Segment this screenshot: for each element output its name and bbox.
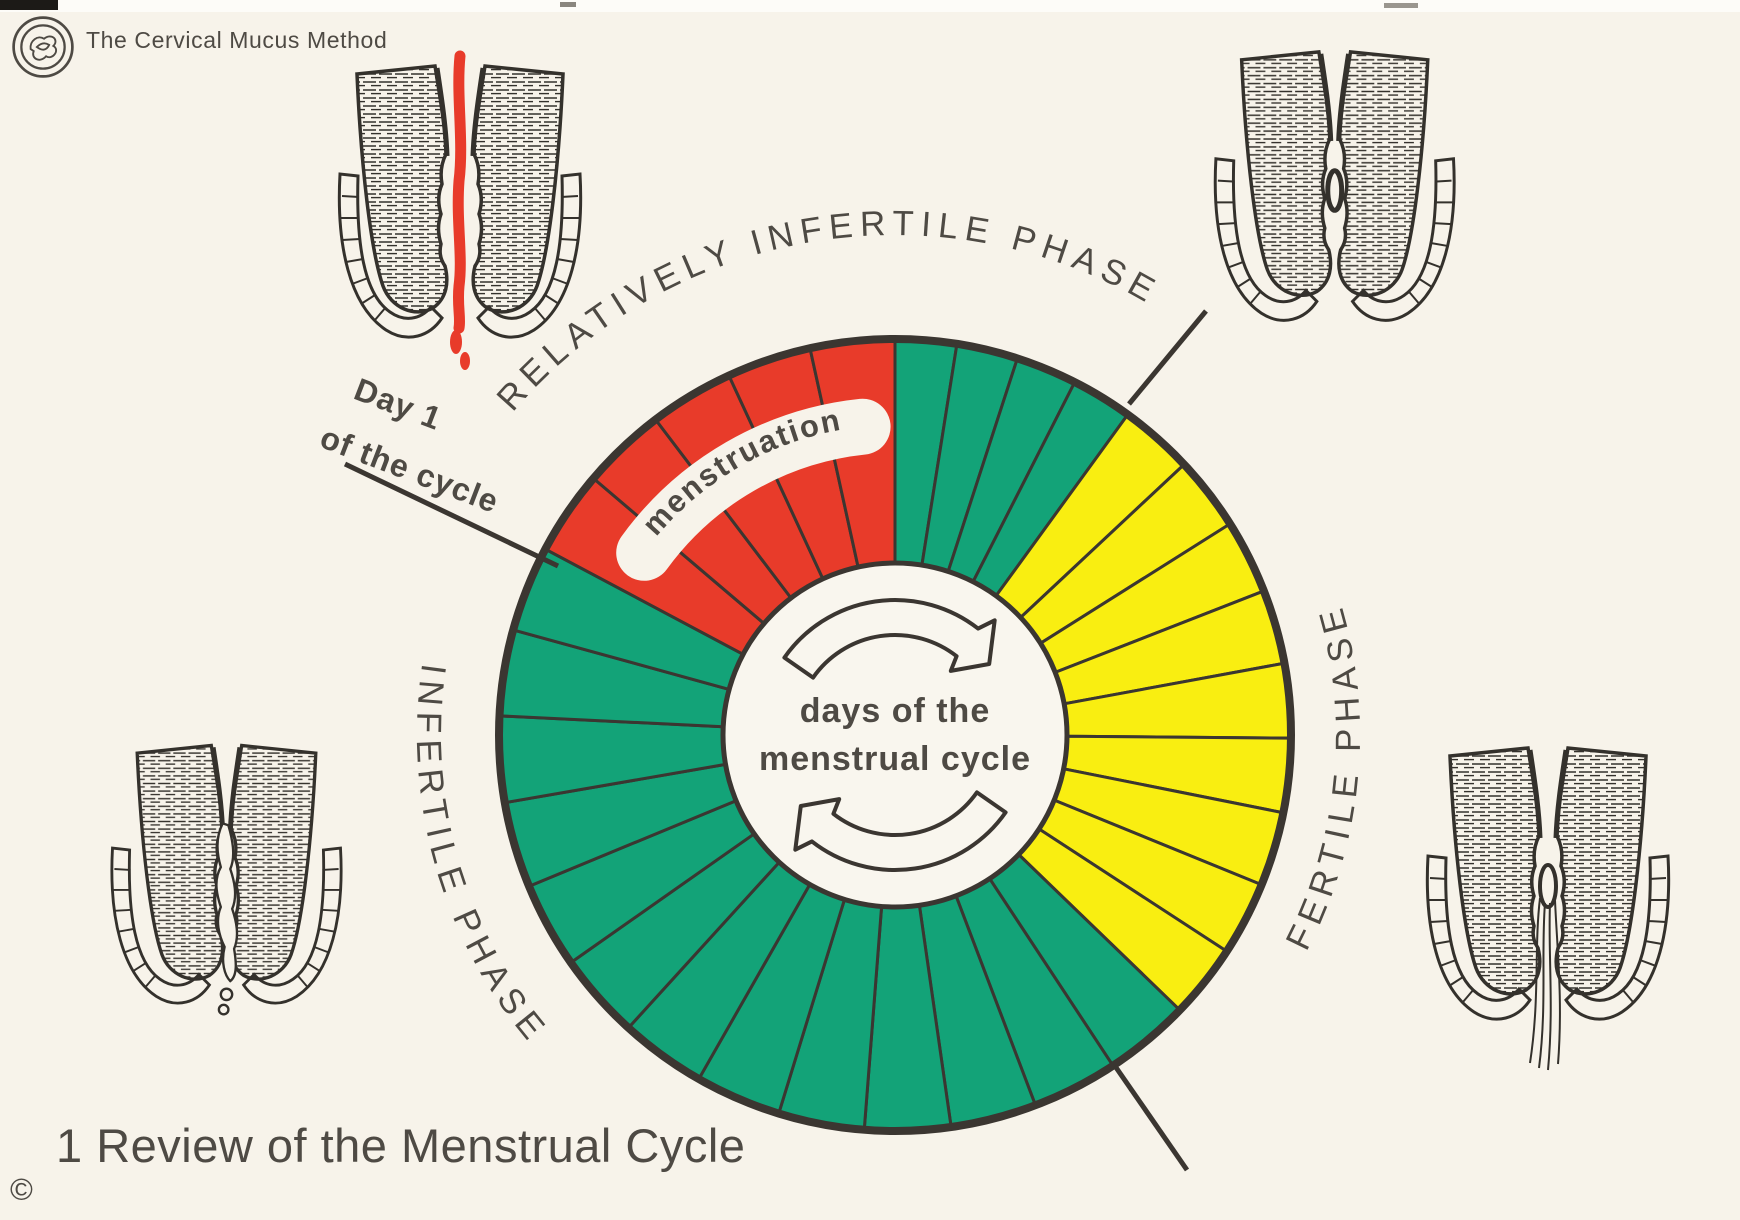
day1-pointer-line	[343, 461, 560, 569]
scan-edge	[0, 0, 1740, 12]
cycle-wheel	[498, 338, 1292, 1132]
scan-artifact	[1384, 3, 1418, 8]
brand-logo-icon	[12, 16, 74, 78]
wheel-center-caption-line1: days of the	[800, 692, 990, 730]
top-right-pointer-line	[1127, 309, 1208, 406]
scan-artifact	[0, 0, 58, 10]
brand-title: The Cervical Mucus Method	[86, 27, 388, 53]
illustration-cervix-fertile-mucus	[1425, 746, 1671, 1071]
day1-label-line2: of the cycle	[315, 419, 503, 520]
copyright-mark: ©	[10, 1172, 33, 1207]
menstruation-band	[616, 398, 891, 581]
wheel-center-caption-line2: menstrual cycle	[759, 740, 1031, 778]
illustration-cervix-mucus-plug	[110, 743, 343, 1016]
bottom-right-pointer-line	[1112, 1064, 1190, 1172]
illustration-cervix-closed	[1213, 50, 1456, 322]
poster-title: 1 Review of the Menstrual Cycle	[56, 1119, 746, 1172]
clockwise-arrow-icon	[782, 598, 997, 680]
illustration-cervix-menstruation	[337, 50, 583, 370]
day1-label-line1: Day 1	[349, 371, 446, 437]
wheel-outer-rim	[495, 335, 1295, 1135]
scan-artifact	[560, 2, 576, 7]
